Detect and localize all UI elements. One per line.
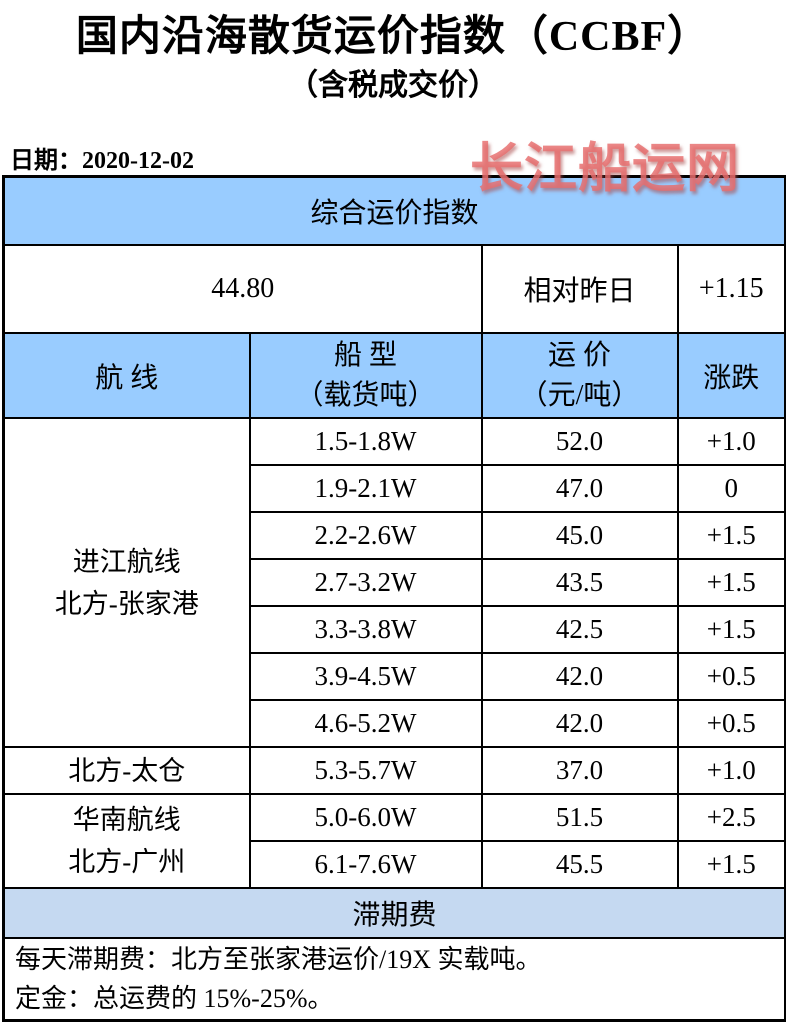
route-line: 北方-太仓 xyxy=(68,755,186,786)
watermark-logo: 长江船运网 xyxy=(470,140,740,198)
price-cell: 42.5 xyxy=(480,605,679,654)
price-cell: 42.0 xyxy=(480,699,679,748)
column-header-route: 航 线 xyxy=(2,332,251,419)
composite-index-value: 44.80 xyxy=(2,244,483,334)
route-line: 北方-张家港 xyxy=(54,588,199,619)
route-line: 华南航线 xyxy=(72,805,181,835)
freight-index-table: 综合运价指数 44.80 相对昨日 +1.15 航 线 船 型 （载货吨） 运 … xyxy=(2,175,786,1022)
note-deposit: 定金：总运费的 15%-25%。 xyxy=(15,984,334,1013)
route-cell: 华南航线北方-广州 xyxy=(2,793,251,889)
price-cell: 43.5 xyxy=(480,558,679,607)
freight-table-body: 进江航线 北方-张家港 1.5-1.8W 52.0 +1.0 1.9-2.1W 47.0 0 2… xyxy=(2,417,786,889)
price-cell: 52.0 xyxy=(480,417,679,466)
change-cell: +1.5 xyxy=(676,840,786,889)
ship-type-cell: 2.2-2.6W xyxy=(248,511,483,560)
table-row: 3.3-3.8W 42.5 +1.5 xyxy=(4,605,786,654)
page-subtitle: （含税成交价） xyxy=(288,69,498,102)
ship-type-cell: 1.9-2.1W xyxy=(248,464,483,513)
change-cell: +1.5 xyxy=(676,511,786,560)
composite-index-header-row: 综合运价指数 xyxy=(2,175,786,246)
route-cell: 进江航线北方-张家港 xyxy=(2,417,251,748)
column-header-ship-type-line2: （载货吨） xyxy=(295,379,436,411)
composite-index-header: 综合运价指数 xyxy=(2,175,786,246)
ship-type-cell: 4.6-5.2W xyxy=(248,699,483,748)
change-cell: +1.5 xyxy=(676,558,786,607)
price-cell: 51.5 xyxy=(480,793,679,842)
price-cell: 42.0 xyxy=(480,652,679,701)
relative-yesterday-label: 相对昨日 xyxy=(480,244,679,334)
change-cell: 0 xyxy=(676,464,786,513)
ship-type-cell: 2.7-3.2W xyxy=(248,558,483,607)
column-header-row: 航 线 船 型 （载货吨） 运 价 （元/吨） 涨跌 xyxy=(2,332,786,419)
ship-type-cell: 5.3-5.7W xyxy=(248,746,483,795)
column-header-price-line2: （元/吨） xyxy=(519,379,640,411)
table-row: 3.9-4.5W 42.0 +0.5 xyxy=(4,652,786,701)
table-row: 4.6-5.2W 42.0 +0.5 xyxy=(4,699,786,748)
ship-type-cell: 6.1-7.6W xyxy=(248,840,483,889)
column-header-price-line1: 运 价 xyxy=(547,339,611,371)
route-line: 进江航线 xyxy=(72,546,181,577)
note-demurrage: 每天滞期费：北方至张家港运价/19X 实载吨。 xyxy=(15,945,542,974)
table-row: 华南航线 北方-广州 5.0-6.0W 51.5 +2.5 xyxy=(2,793,786,889)
column-header-change: 涨跌 xyxy=(676,332,786,419)
relative-yesterday-change: +1.15 xyxy=(676,244,786,334)
change-cell: +2.5 xyxy=(676,793,786,842)
change-cell: +1.0 xyxy=(676,417,786,466)
column-header-ship-type-line1: 船 型 xyxy=(333,339,397,371)
notes-row: 每天滞期费：北方至张家港运价/19X 实载吨。 定金：总运费的 15%-25%。 xyxy=(2,937,786,1022)
ship-type-cell: 5.0-6.0W xyxy=(248,793,483,842)
table-row: 2.2-2.6W 45.0 +1.5 xyxy=(4,511,786,560)
price-cell: 45.5 xyxy=(480,840,679,889)
column-header-ship-type: 船 型 （载货吨） xyxy=(248,332,483,419)
table-row: 1.9-2.1W 47.0 0 xyxy=(4,464,786,513)
change-cell: +0.5 xyxy=(676,652,786,701)
ship-type-cell: 3.3-3.8W xyxy=(248,605,483,654)
table-row: 2.7-3.2W 43.5 +1.5 xyxy=(4,558,786,607)
date-label: 日期：2020-12-02 xyxy=(10,148,194,174)
ship-type-cell: 1.5-1.8W xyxy=(248,417,483,466)
demurrage-header-row: 滞期费 xyxy=(2,887,786,939)
price-cell: 47.0 xyxy=(480,464,679,513)
notes-cell: 每天滞期费：北方至张家港运价/19X 实载吨。 定金：总运费的 15%-25%。 xyxy=(2,937,786,1022)
price-cell: 37.0 xyxy=(480,746,679,795)
change-cell: +1.0 xyxy=(676,746,786,795)
change-cell: +1.5 xyxy=(676,605,786,654)
page-title: 国内沿海散货运价指数（CCBF） xyxy=(75,14,711,60)
ship-type-cell: 3.9-4.5W xyxy=(248,652,483,701)
table-row: 北方-太仓 5.3-5.7W 37.0 +1.0 xyxy=(2,746,786,795)
price-cell: 45.0 xyxy=(480,511,679,560)
table-row: 6.1-7.6W 45.5 +1.5 xyxy=(4,840,786,889)
change-cell: +0.5 xyxy=(676,699,786,748)
table-row: 进江航线 北方-张家港 1.5-1.8W 52.0 +1.0 xyxy=(2,417,786,748)
composite-index-value-row: 44.80 相对昨日 +1.15 xyxy=(2,244,786,334)
demurrage-header: 滞期费 xyxy=(2,887,786,939)
route-cell: 北方-太仓 xyxy=(2,746,251,795)
column-header-price: 运 价 （元/吨） xyxy=(480,332,679,419)
route-line: 北方-广州 xyxy=(68,847,186,877)
